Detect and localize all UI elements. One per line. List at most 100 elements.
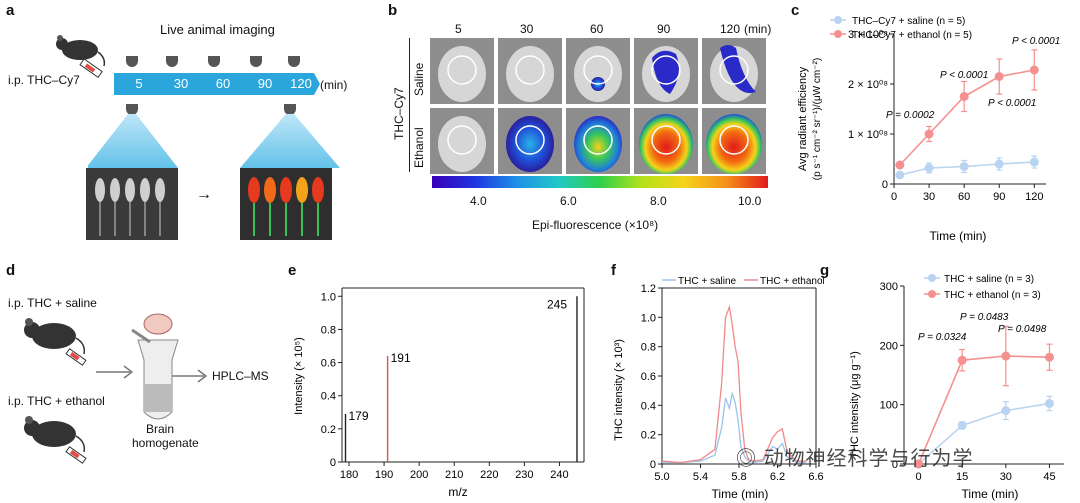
f-ytick-label: 0.6: [641, 371, 656, 383]
g-pvalue-annotation: P = 0.0324: [918, 332, 967, 343]
b-saline-row: [430, 38, 766, 104]
b-time-30: 30: [520, 22, 534, 36]
watermark-icon: ◎: [736, 448, 757, 470]
timepoint-chevron-120: 120: [282, 73, 320, 95]
e-ytick-label: 1.0: [321, 291, 336, 303]
panel-label-d: d: [6, 262, 16, 279]
g-point: [1001, 351, 1011, 361]
b-colorbar-tick-8: 8.0: [650, 194, 667, 208]
e-peak-label: 191: [391, 351, 411, 365]
g-xtick-label: 15: [956, 471, 968, 483]
timepoint-chevron-5: 5: [114, 73, 164, 95]
c-xtick-label: 60: [958, 191, 970, 203]
c-point: [895, 160, 905, 170]
c-legend: THC–Cy7 + saline (n = 5) THC–Cy7 + ethan…: [830, 16, 972, 41]
d-method: HPLC–MS: [212, 369, 269, 383]
mouse-icon: [56, 35, 106, 67]
g-xtick-label: 45: [1043, 471, 1055, 483]
timepoint-chevron-60: 60: [198, 73, 248, 95]
c-ylabel-2: (p s⁻¹ cm⁻² sr⁻¹)/(μW cm⁻²): [812, 58, 823, 180]
g-ytick-label: 100: [880, 400, 898, 412]
c-pvalue-annotation: P = 0.0002: [886, 110, 935, 121]
f-xtick-label: 6.6: [808, 471, 823, 483]
c-point: [1029, 157, 1039, 167]
timepoint-chevron-30: 30: [156, 73, 206, 95]
c-ytick-label: 0: [882, 179, 888, 191]
c-point: [994, 159, 1004, 169]
panel-label-b: b: [388, 2, 398, 19]
f-ytick-label: 1.0: [641, 312, 656, 324]
d-tube-label-2: homogenate: [132, 436, 199, 450]
panel-c-chart: THC–Cy7 + saline (n = 5) THC–Cy7 + ethan…: [797, 16, 1060, 243]
b-time-120: 120: [720, 22, 741, 36]
c-point: [959, 162, 969, 171]
g-point: [1001, 406, 1011, 416]
e-ytick-label: 0.4: [321, 391, 336, 403]
f-ytick-label: 0.2: [641, 430, 656, 442]
e-xtick-label: 230: [515, 469, 533, 481]
brain-icon: [143, 313, 173, 335]
c-point: [994, 72, 1004, 81]
watermark: ◎ 动物神经科学与行为学: [736, 442, 974, 471]
f-axes: 5.0 5.4 5.8 6.2 6.6 0 0.2 0.4 0.6 0.8 1.0 1.2: [641, 283, 824, 483]
c-xtick-label: 0: [891, 191, 897, 203]
panel-e-chart: 180 190 200 210 220 230 240 0 0.2 0.4 0.6 0.8 1.0 17…: [293, 287, 585, 499]
b-colorbar-tick-6: 6.0: [560, 194, 577, 208]
g-pvalue-annotation: P = 0.0498: [998, 324, 1047, 335]
pre-imaging-photo: [86, 168, 178, 240]
c-legend-saline: THC–Cy7 + saline (n = 5): [852, 16, 965, 27]
b-group-bracket: [409, 38, 410, 172]
c-pvalue-annotation: P < 0.0001: [1012, 36, 1060, 47]
panel-a-title: Live animal imaging: [160, 22, 275, 37]
c-ytick-label: 2 × 10⁰⁸: [848, 79, 888, 91]
f-xtick-label: 5.0: [654, 471, 669, 483]
g-ytick-label: 300: [880, 281, 898, 293]
f-legend-saline: THC + saline: [678, 276, 737, 287]
b-time-60: 60: [590, 22, 604, 36]
c-series: P = 0.0002 P < 0.0001 P < 0.0001 P < 0.0001: [886, 36, 1060, 180]
post-imaging-photo: [240, 168, 332, 240]
f-ylabel: THC intensity (× 10³): [613, 339, 625, 441]
camera-icons: [126, 56, 300, 67]
b-colorbar-label: Epi-fluorescence (×10⁸): [532, 218, 659, 232]
g-xtick-label: 30: [1000, 471, 1012, 483]
g-series-line-0: [918, 402, 1050, 465]
panel-label-e: e: [288, 262, 297, 279]
e-xtick-label: 180: [340, 469, 358, 481]
c-point: [924, 129, 934, 139]
g-point: [1044, 352, 1054, 362]
c-xtick-label: 120: [1025, 191, 1043, 203]
b-group-label: THC–Cy7: [392, 87, 406, 140]
c-legend-ethanol: THC–Cy7 + ethanol (n = 5): [852, 30, 972, 41]
c-point: [895, 170, 905, 180]
b-row-saline: Saline: [412, 62, 426, 96]
g-point: [957, 420, 967, 430]
g-pvalue-annotation: P = 0.0483: [960, 312, 1009, 323]
b-row-ethanol: Ethanol: [412, 127, 426, 168]
syringe-icon: [79, 58, 103, 79]
panel-a-unit: (min): [320, 78, 348, 92]
f-xlabel: Time (min): [712, 487, 769, 501]
panel-label-a: a: [6, 2, 15, 19]
panel-a-arrow: →: [196, 186, 212, 203]
e-xtick-label: 190: [375, 469, 393, 481]
f-ytick-label: 1.2: [641, 283, 656, 295]
e-peak-label: 179: [349, 409, 369, 423]
timepoint-chevron-90: 90: [240, 73, 290, 95]
c-ylabel-1: Avg radiant efficiency: [797, 66, 809, 171]
e-ylabel: Intensity (× 10⁵): [293, 337, 305, 415]
c-ytick-label: 1 × 10⁰⁸: [848, 129, 888, 141]
b-colorbar: [432, 176, 768, 188]
c-ytick-label: 3 × 10⁰⁸: [848, 29, 888, 41]
panel-a-route: i.p. THC–Cy7: [8, 73, 80, 87]
b-time-unit: (min): [744, 22, 772, 36]
g-point: [1044, 398, 1054, 408]
panel-f-chart: THC + saline THC + ethanol 5.0 5.4 5.8 6.2 6…: [613, 276, 824, 501]
imaging-beams: [88, 104, 340, 168]
g-point: [914, 459, 924, 469]
g-xlabel: Time (min): [962, 487, 1019, 501]
g-ytick-label: 0: [892, 459, 898, 471]
g-xtick-label: 0: [915, 471, 921, 483]
e-xtick-label: 200: [410, 469, 428, 481]
g-ylabel: THC intensity (μg g⁻¹): [849, 351, 861, 459]
